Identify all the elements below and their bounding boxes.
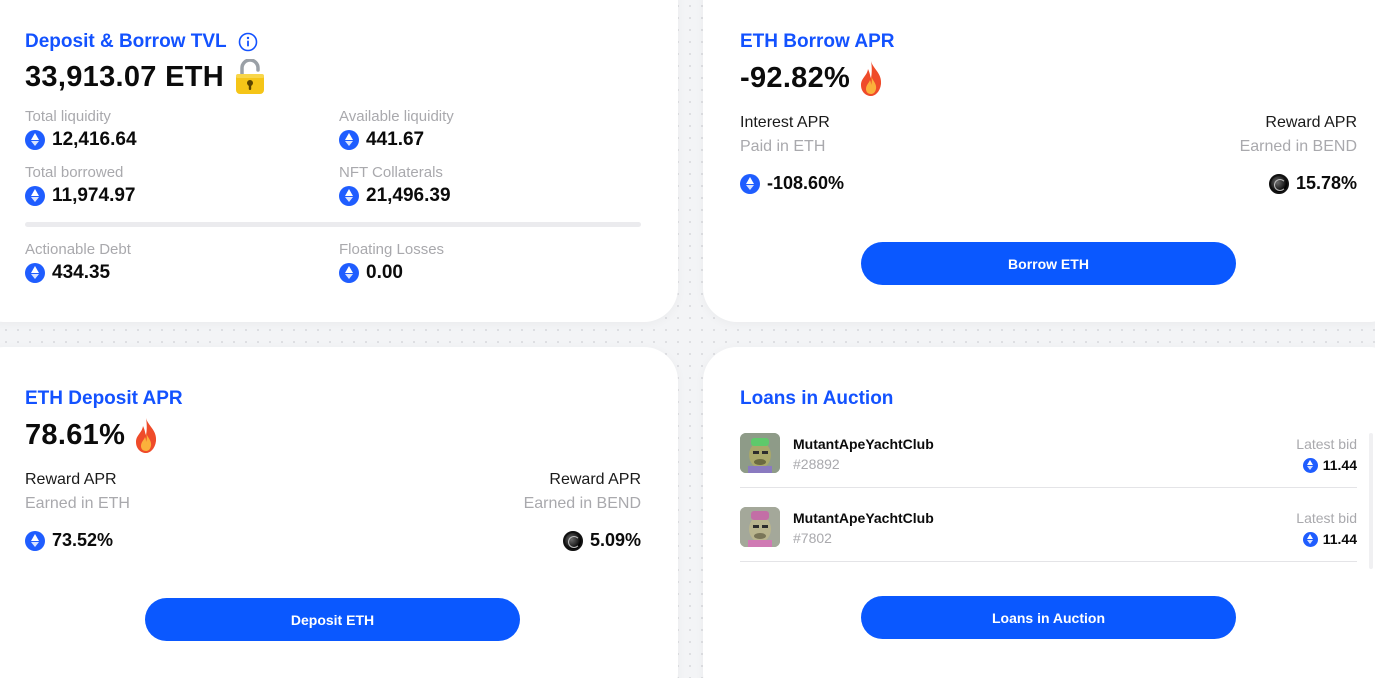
reward-apr-amount: 15.78% [1295,173,1357,193]
available-liquidity-value: 441.67 [339,129,424,151]
deposit-eth-button[interactable]: Deposit ETH [145,598,520,641]
reward-eth-amount: 73.52% [52,530,114,550]
fire-icon [136,418,157,453]
eth-icon [1302,531,1318,547]
bend-token-icon [562,530,583,551]
tvl-total: 33,913.07 ETH [25,60,224,93]
reward-apr-label: Reward APR [1265,114,1357,131]
eth-icon [25,530,45,551]
borrow-apr-row: -92.82% [740,59,884,97]
total-borrowed-value: 11,974.97 [25,185,135,207]
eth-icon [25,263,45,283]
latest-bid-value: 11.44 [1302,531,1357,547]
interest-apr-amount: -108.60% [767,173,845,193]
reward-bend-sub: Earned in BEND [523,495,641,512]
total-liquidity-value: 12,416.64 [25,129,137,151]
divider [25,222,641,227]
nft-collaterals-amount: 21,496.39 [366,185,451,206]
loan-collection: MutantApeYachtClub [793,436,934,452]
total-liquidity-amount: 12,416.64 [52,129,137,150]
available-liquidity-amount: 441.67 [366,129,425,150]
floating-losses-value: 0.00 [339,262,403,284]
reward-bend-label: Reward APR [549,471,641,488]
floating-losses-label: Floating Losses [339,241,445,258]
interest-apr-value: -108.60% [740,173,844,194]
tvl-title: Deposit & Borrow TVL [25,31,227,52]
borrow-title: ETH Borrow APR [740,31,895,52]
deposit-title: ETH Deposit APR [25,388,183,409]
mutant-ape-image-icon [740,433,780,473]
nft-avatar[interactable] [740,433,780,473]
actionable-debt-label: Actionable Debt [25,241,131,258]
loan-collection: MutantApeYachtClub [793,510,934,526]
loans-auction-card: Loans in Auction MutantApeYachtClub #288… [703,347,1375,678]
info-icon[interactable] [238,32,258,52]
floating-losses-amount: 0.00 [366,262,403,283]
tvl-card: Deposit & Borrow TVL 33,913.07 ETH Total… [0,0,678,322]
mutant-ape-image-icon [740,507,780,547]
total-borrowed-label: Total borrowed [25,164,124,181]
eth-icon [339,186,359,206]
available-liquidity-label: Available liquidity [339,108,454,125]
borrow-apr-card: ETH Borrow APR -92.82% Interest APR Paid… [703,0,1375,322]
nft-collaterals-label: NFT Collaterals [339,164,443,181]
deposit-apr-card: ETH Deposit APR 78.61% Reward APR Earned… [0,347,678,678]
eth-icon [339,130,359,150]
loans-in-auction-button[interactable]: Loans in Auction [861,596,1236,639]
row-divider [740,487,1357,488]
borrow-eth-button[interactable]: Borrow ETH [861,242,1236,285]
total-borrowed-amount: 11,974.97 [52,185,136,206]
eth-icon [25,130,45,150]
reward-bend-amount: 5.09% [589,530,641,550]
actionable-debt-value: 434.35 [25,262,110,284]
reward-eth-sub: Earned in ETH [25,495,130,512]
eth-icon [25,186,45,206]
nft-collaterals-value: 21,496.39 [339,185,451,207]
latest-bid-label: Latest bid [1296,436,1357,452]
latest-bid-value: 11.44 [1302,457,1357,473]
loan-token-id: #28892 [793,456,840,472]
latest-bid-amount: 11.44 [1322,531,1357,547]
eth-icon [1302,457,1318,473]
reward-eth-value: 73.52% [25,530,113,551]
loan-token-id: #7802 [793,530,832,546]
reward-eth-label: Reward APR [25,471,117,488]
nft-avatar[interactable] [740,507,780,547]
reward-apr-value: 15.78% [1268,173,1357,194]
latest-bid-label: Latest bid [1296,510,1357,526]
list-scrollbar[interactable] [1369,433,1373,569]
total-liquidity-label: Total liquidity [25,108,111,125]
tvl-title-row: Deposit & Borrow TVL [25,31,258,53]
unlock-icon [235,59,264,94]
deposit-apr-value: 78.61% [25,418,126,451]
bend-token-icon [1268,173,1289,194]
interest-apr-label: Interest APR [740,114,830,131]
auction-title: Loans in Auction [740,388,894,409]
row-divider [740,561,1357,562]
eth-icon [740,173,760,194]
eth-icon [339,263,359,283]
tvl-total-row: 33,913.07 ETH [25,59,266,95]
actionable-debt-amount: 434.35 [52,262,111,283]
latest-bid-amount: 11.44 [1322,457,1357,473]
reward-apr-sub: Earned in BEND [1239,138,1357,155]
deposit-apr-row: 78.61% [25,416,159,454]
borrow-apr-value: -92.82% [740,61,851,94]
fire-icon [861,61,882,96]
reward-bend-value: 5.09% [562,530,641,551]
interest-apr-sub: Paid in ETH [740,138,826,155]
